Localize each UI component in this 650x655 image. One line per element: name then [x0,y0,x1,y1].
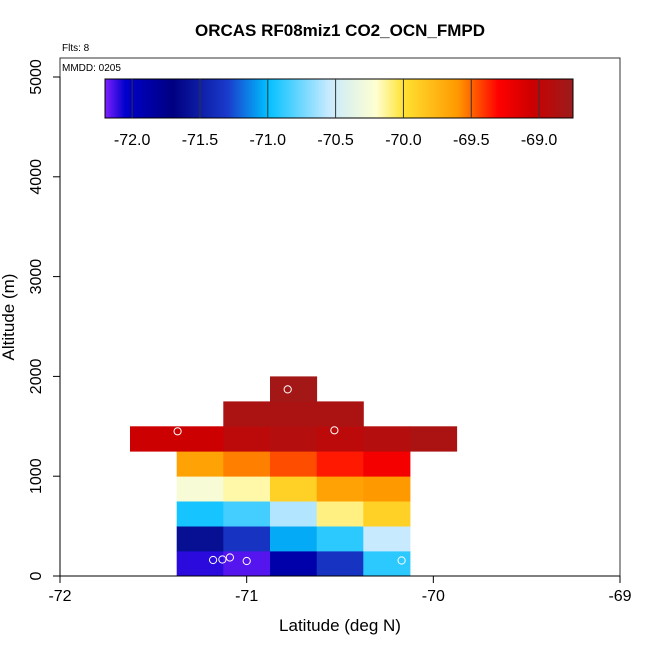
y-tick-label: 1000 [28,458,45,494]
heatmap-cell [223,551,271,577]
heatmap-cell [270,551,318,577]
heatmap-cell [176,501,224,527]
y-tick-label: 2000 [28,359,45,395]
heatmap-cell [270,526,318,552]
colorbar-tick-label: -69.0 [521,132,558,149]
heatmap-cell [316,476,364,502]
flight-point [283,385,292,394]
flight-point [209,555,218,565]
heatmap-cell [270,376,318,402]
x-tick-label: -71 [235,588,258,605]
x-tick-label: -72 [48,588,71,605]
heatmap-cell [270,476,318,502]
heatmap-cell [130,426,178,452]
y-tick-label: 4000 [28,159,45,195]
x-tick-label: -70 [422,588,445,605]
heatmap-cell [223,476,271,502]
y-axis: 0 1000 2000 3000 4000 5000 [28,59,61,580]
heatmap-cell [270,451,318,477]
heatmap-cell [223,501,271,527]
x-axis-label: Latitude (deg N) [279,616,401,635]
colorbar-tick-label: -70.0 [385,132,422,149]
flight-point [173,427,182,436]
colorbar-tick-label: -71.0 [250,132,287,149]
x-axis: -72 -71 -70 -69 [48,575,632,605]
heatmap-cell [176,451,224,477]
heatmap-cell [176,476,224,502]
flight-point [218,555,227,564]
heatmap-cell [316,526,364,552]
heatmap-cell [176,426,224,452]
heatmap-cell [363,501,411,527]
heatmap-cell [316,551,364,577]
colorbar-gradient [104,78,574,119]
heatmap-cell [176,526,224,552]
heatmap-cell [270,401,318,427]
y-tick-label: 0 [28,571,45,580]
colorbar-tick-label: -71.5 [182,132,219,149]
colorbar-tick-label: -69.5 [453,132,490,149]
heatmap-cell [363,526,411,552]
colorbar: -72.0 -71.5 -71.0 -70.5 -70.0 -69.5 -69.0 [104,78,574,149]
flights-annotation: Flts: 8 [62,43,90,54]
heatmap-cell [270,426,318,452]
flight-point [397,556,406,565]
flight-point [330,426,339,435]
heatmap-cell [223,426,271,452]
chart-title: ORCAS RF08miz1 CO2_OCN_FMPD [195,21,485,40]
flight-point [225,553,234,562]
heatmap-cell [176,551,224,577]
heatmap-cell [316,401,364,427]
colorbar-tick-label: -72.0 [114,132,151,149]
heatmap-cell [316,501,364,527]
y-tick-label: 3000 [28,259,45,295]
heatmap-cell [316,451,364,477]
colorbar-tick-label: -70.5 [317,132,354,149]
flight-point [242,556,251,566]
y-tick-label: 5000 [28,59,45,95]
heatmap-cell [223,451,271,477]
heatmap-cell [363,451,411,477]
heatmap-cell [270,501,318,527]
heatmap-cell [223,526,271,552]
flight-points [173,385,477,566]
x-tick-label: -69 [608,588,631,605]
heatmap-cell [363,426,411,452]
heatmap-cell [363,476,411,502]
flight-point [468,424,477,433]
heatmap-cell [316,426,364,452]
heatmap-cells [130,376,458,577]
heatmap-cell [410,426,458,452]
heatmap-cell [223,401,271,427]
y-axis-label: Altitude (m) [0,274,18,361]
mmdd-annotation: MMDD: 0205 [62,63,121,74]
